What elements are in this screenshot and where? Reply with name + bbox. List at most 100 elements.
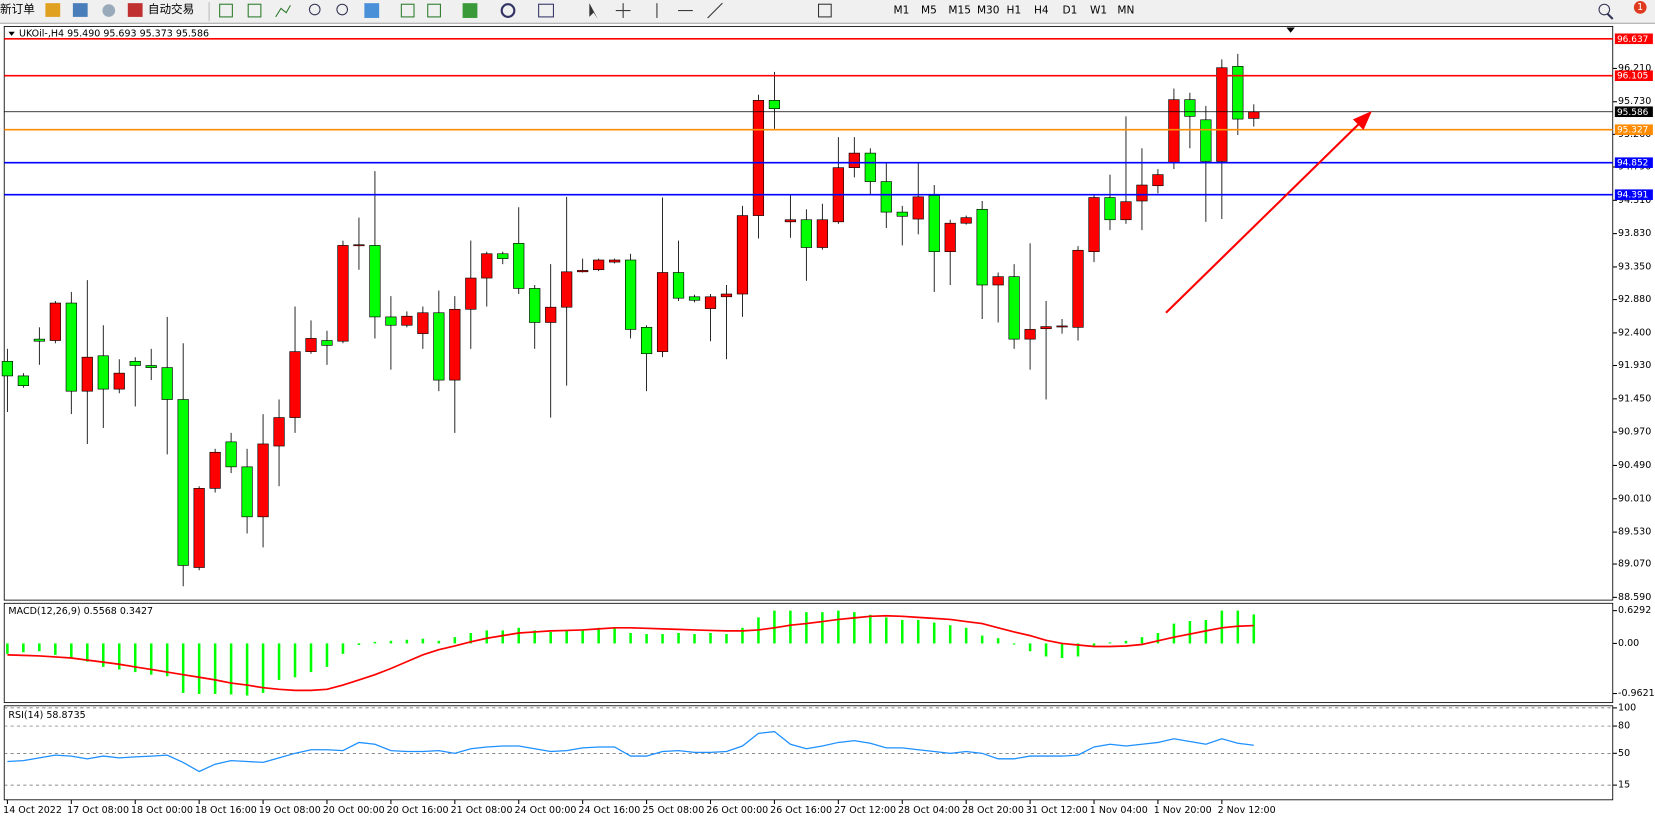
- x-tick-label: 1 Nov 20:00: [1154, 805, 1212, 816]
- macd-bar: [741, 627, 744, 644]
- toolbar: 新订单 自动交易 1 M1 M5 M15 M30 H1 H4 D1 W1 MN: [0, 0, 1655, 24]
- trend-arrow-head: [1352, 110, 1372, 130]
- candle-body: [912, 196, 924, 220]
- icon[interactable]: [336, 3, 349, 16]
- candle-body: [97, 355, 109, 390]
- candle-body: [433, 312, 445, 381]
- macd-bar: [821, 612, 824, 644]
- macd-bar: [197, 643, 201, 694]
- macd-bar: [1140, 637, 1144, 644]
- y-tick-label: 90.490: [1618, 460, 1651, 471]
- timeframe-button[interactable]: H4: [1034, 5, 1049, 17]
- y-tick-label: 80: [1618, 721, 1630, 732]
- candle-body: [992, 276, 1004, 286]
- candle-body: [49, 302, 61, 341]
- candle-body: [1, 361, 13, 377]
- macd-bar: [389, 640, 393, 644]
- candle-body: [1072, 249, 1084, 328]
- candle-body: [209, 451, 221, 489]
- icon[interactable]: [817, 3, 832, 18]
- macd-bar: [1156, 633, 1160, 644]
- macd-bar: [709, 633, 712, 644]
- candle-body: [1120, 201, 1132, 221]
- icon[interactable]: [219, 3, 233, 18]
- cursor-icon[interactable]: [589, 3, 598, 20]
- y-tick-label: 90.010: [1618, 493, 1651, 504]
- candle-body: [1008, 276, 1020, 340]
- macd-bar: [1172, 623, 1176, 644]
- macd-bar: [533, 630, 536, 644]
- timeframe-button[interactable]: D1: [1062, 5, 1077, 17]
- macd-bar: [357, 643, 361, 645]
- y-tick-label: 94.310: [1618, 195, 1651, 206]
- macd-bar: [1028, 643, 1032, 652]
- candle-body: [337, 245, 349, 342]
- candle-body: [720, 293, 733, 298]
- candle-body: [784, 219, 796, 223]
- y-tick-label: 92.400: [1618, 327, 1651, 338]
- candle-body: [193, 488, 205, 568]
- candle-body: [816, 219, 828, 248]
- icon[interactable]: [500, 3, 516, 18]
- notification-count[interactable]: 1: [1637, 2, 1643, 13]
- icon[interactable]: [462, 3, 478, 18]
- macd-bar: [86, 643, 89, 662]
- macd-bar: [1108, 642, 1112, 644]
- icon[interactable]: [275, 5, 291, 18]
- new-order-button[interactable]: 新订单: [0, 2, 35, 16]
- rsi-line: [7, 730, 1254, 773]
- timeframe-button[interactable]: M1: [894, 5, 910, 17]
- candle-body: [81, 356, 93, 392]
- macd-bar: [6, 643, 9, 654]
- y-tick-label: 93.350: [1618, 261, 1651, 272]
- timeframe-button[interactable]: M5: [921, 5, 937, 17]
- candle-body: [481, 253, 493, 279]
- candle-body: [305, 338, 317, 352]
- x-tick-label: 14 Oct 2022: [3, 805, 62, 816]
- timeframe-button[interactable]: H1: [1007, 5, 1022, 17]
- icon[interactable]: [427, 3, 441, 18]
- icon[interactable]: [127, 3, 143, 17]
- y-tick-label: 88.590: [1618, 592, 1651, 603]
- macd-bar: [613, 627, 616, 644]
- price-label: 96.637: [1617, 35, 1648, 45]
- icon[interactable]: [364, 3, 380, 18]
- icon[interactable]: [707, 2, 723, 19]
- icon[interactable]: [247, 3, 262, 18]
- x-tick-label: 27 Oct 12:00: [834, 805, 896, 816]
- timeframe-button[interactable]: W1: [1090, 5, 1107, 17]
- macd-bar: [341, 643, 345, 654]
- timeframe-bar: M1 M5 M15 M30 H1 H4 D1 W1 MN: [894, 5, 1135, 17]
- candle-body: [609, 259, 621, 263]
- candle-body: [417, 312, 429, 334]
- icon[interactable]: [308, 3, 321, 16]
- icon[interactable]: [102, 4, 116, 17]
- macd-bar: [485, 630, 489, 644]
- trend-arrow: [1165, 119, 1364, 314]
- icon[interactable]: [72, 3, 88, 17]
- search-icon[interactable]: [1606, 12, 1614, 20]
- icon[interactable]: [538, 3, 554, 18]
- search-icon[interactable]: [1598, 3, 1611, 16]
- macd-bar: [245, 643, 249, 696]
- notification-badge[interactable]: [1633, 1, 1647, 14]
- macd-bar: [517, 627, 521, 644]
- x-tick-label: 1 Nov 04:00: [1090, 805, 1148, 816]
- icon[interactable]: [400, 3, 415, 18]
- icon[interactable]: [45, 3, 61, 17]
- candle-body: [513, 243, 525, 289]
- y-tick-label: 91.930: [1618, 360, 1651, 371]
- timeframe-button[interactable]: MN: [1117, 5, 1134, 17]
- timeframe-button[interactable]: M30: [977, 5, 1000, 17]
- plot-layer: 96.21095.73095.26094.79094.31093.83093.3…: [1, 33, 1655, 816]
- auto-trading-button[interactable]: 自动交易: [148, 2, 194, 16]
- candle-body: [385, 316, 397, 326]
- macd-bar: [277, 643, 281, 680]
- macd-bar: [149, 643, 153, 675]
- price-label-bg: [1614, 106, 1653, 118]
- candle-body: [768, 100, 781, 110]
- macd-bar: [980, 635, 984, 644]
- candle-body: [593, 259, 605, 271]
- timeframe-button[interactable]: M15: [948, 5, 971, 17]
